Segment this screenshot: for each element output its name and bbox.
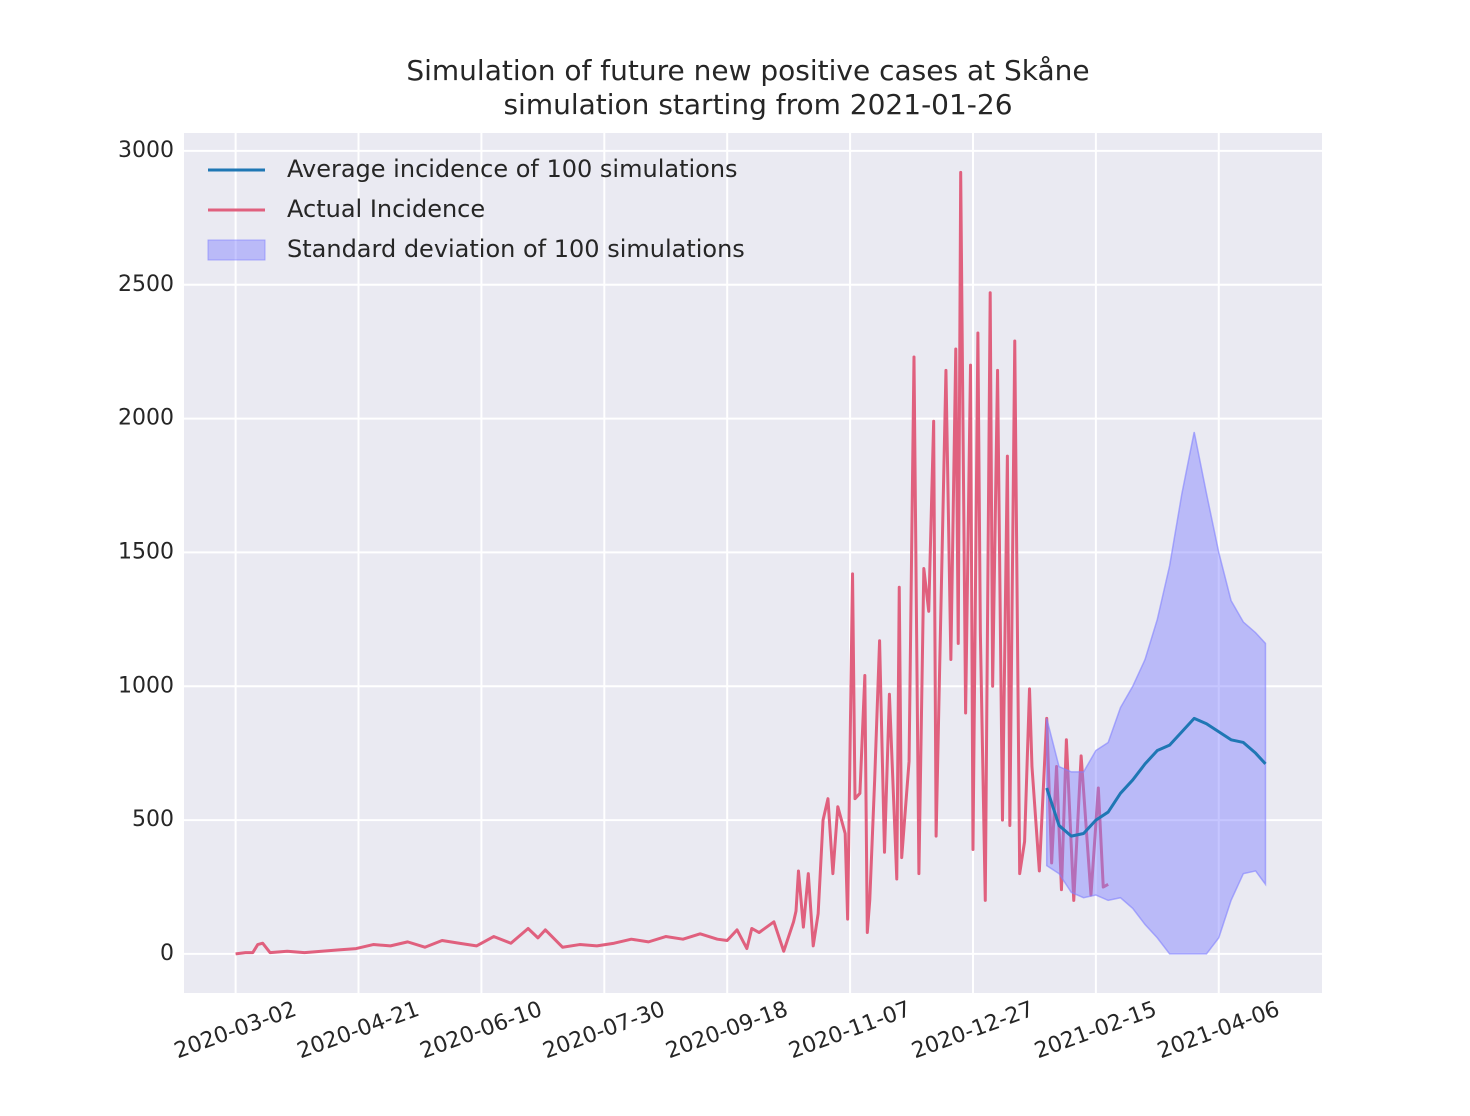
chart-subtitle: simulation starting from 2021-01-26: [503, 88, 1012, 121]
x-tick-label: 2020-04-21: [294, 997, 423, 1064]
y-tick-label: 1500: [118, 539, 174, 564]
y-tick-label: 3000: [118, 138, 174, 163]
legend-label: Standard deviation of 100 simulations: [287, 235, 745, 263]
legend-label: Actual Incidence: [287, 195, 485, 223]
y-tick-label: 2000: [118, 406, 174, 431]
x-tick-label: 2020-09-18: [663, 997, 792, 1064]
y-tick-label: 1000: [118, 673, 174, 698]
std-band: [1045, 431, 1267, 955]
x-tick-label: 2021-04-06: [1154, 997, 1283, 1064]
legend-patch: [207, 239, 266, 261]
series-line: [235, 170, 1109, 956]
x-tick-label: 2020-11-07: [786, 997, 915, 1064]
x-tick-label: 2020-12-27: [908, 997, 1037, 1064]
y-tick-label: 500: [132, 807, 174, 832]
series-line: [1045, 716, 1267, 838]
plot-area: [184, 133, 1322, 993]
x-tick-label: 2021-02-15: [1031, 997, 1160, 1064]
x-tick-label: 2020-06-10: [417, 997, 546, 1064]
chart-title: Simulation of future new positive cases …: [406, 54, 1089, 87]
legend-label: Average incidence of 100 simulations: [287, 155, 738, 183]
y-tick-label: 0: [160, 941, 174, 966]
y-tick-label: 2500: [118, 272, 174, 297]
x-tick-label: 2020-03-02: [171, 997, 300, 1064]
x-tick-label: 2020-07-30: [540, 997, 669, 1064]
